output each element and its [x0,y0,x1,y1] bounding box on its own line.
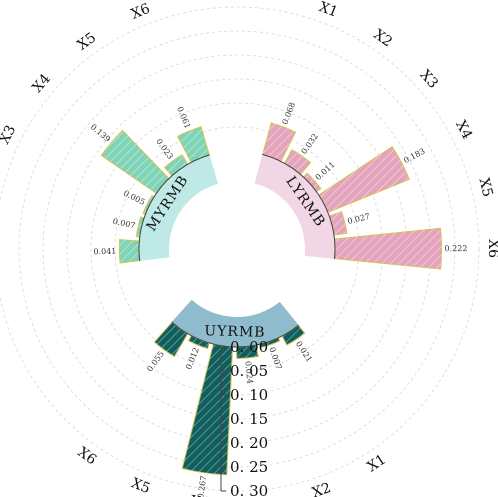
bar-hatch-lyrmb-x2 [284,149,311,175]
band-uyrmb [171,299,299,347]
category-label-uyrmb-x6: X6 [75,444,100,468]
category-label-uyrmb-x4: X4 [190,493,211,497]
bar-hatch-myrmb-x5 [164,154,188,176]
category-label-lyrmb-x2: X2 [370,27,395,51]
value-label-lyrmb-x6: 0.222 [445,244,468,253]
radial-tick-label-5: 0. 25 [230,458,268,476]
value-label-myrmb-x6: 0.061 [175,105,192,130]
group-label-uyrmb: UYRMB [204,323,266,340]
category-label-uyrmb-x2: X2 [310,480,333,497]
bar-hatch-myrmb-x4 [101,130,169,194]
value-label-lyrmb-x4: 0.183 [402,147,426,166]
radial-tick-label-6: 0. 30 [230,482,268,497]
band-myrmb [139,154,219,261]
category-label-uyrmb-x3: X3 [251,495,271,497]
baseline-arc-myrmb [138,154,210,262]
value-label-uyrmb-x5: 0.012 [184,346,201,371]
radial-tick-label-1: 0. 05 [230,362,268,380]
bar-hatch-uyrmb-x4 [182,344,233,475]
bar-hatch-lyrmb-x4 [318,146,410,213]
value-label-myrmb-x1: 0.041 [93,247,116,256]
radial-tick-label-4: 0. 20 [230,434,268,452]
bar-hatch-myrmb-x3 [143,195,155,215]
gridline-6 [0,6,480,492]
value-label-uyrmb-x6: 0.055 [145,350,166,374]
bar-hatch-uyrmb-x5 [188,335,210,349]
category-label-uyrmb-x1: X1 [365,452,390,476]
category-label-lyrmb-x1: X1 [317,0,340,21]
bar-hatch-lyrmb-x6 [334,228,442,269]
bar-hatch-uyrmb-x1 [282,325,305,345]
category-label-myrmb-x6: X6 [129,1,153,23]
value-label-lyrmb-x3: 0.011 [314,160,337,182]
gridline-5 [18,30,456,468]
bar-hatch-lyrmb-x5 [329,211,347,236]
band-lyrmb [254,154,335,259]
value-label-lyrmb-x5: 0.027 [347,212,371,226]
category-label-myrmb-x3: X3 [0,123,19,147]
category-label-lyrmb-x5: X5 [475,176,495,198]
group-bands [139,154,335,347]
bars [100,122,443,476]
bar-hatch-myrmb-x1 [119,239,140,263]
category-label-lyrmb-x6: X6 [485,239,498,258]
value-label-myrmb-x4: 0.139 [89,122,112,144]
category-label-lyrmb-x3: X3 [416,67,440,92]
radial-tick-label-0: 0. 00 [230,338,268,356]
value-label-myrmb-x3: 0.005 [122,189,147,207]
bar-hatch-lyrmb-x3 [303,173,321,192]
category-label-lyrmb-x4: X4 [452,118,475,142]
value-label-myrmb-x2: 0.007 [112,217,136,231]
bar-hatch-uyrmb-x6 [154,322,188,357]
bar-hatch-uyrmb-x2 [260,337,280,348]
baseline-arc-uyrmb [171,321,299,348]
category-label-uyrmb-x5: X5 [129,475,153,497]
category-label-myrmb-x5: X5 [75,30,100,54]
baseline-arc-lyrmb [262,153,336,259]
value-label-lyrmb-x2: 0.032 [300,132,320,156]
bar-hatch-lyrmb-x1 [262,122,296,162]
value-label-lyrmb-x1: 0.068 [280,101,297,126]
radial-tick-label-2: 0. 10 [230,386,268,404]
value-label-myrmb-x5: 0.023 [154,137,175,161]
bar-hatch-myrmb-x6 [177,126,210,163]
value-label-uyrmb-x4: 0.267 [196,475,208,497]
value-label-uyrmb-x3: 0.024 [243,361,254,385]
value-label-uyrmb-x1: 0.021 [294,340,314,364]
category-label-myrmb-x4: X4 [30,71,54,96]
bar-hatch-uyrmb-x3 [236,345,259,359]
radial-axis: 0. 00 0. 05 0. 10 0. 15 0. 20 0. 25 0. 30 [138,153,336,497]
radial-tick-label-3: 0. 15 [230,410,268,428]
